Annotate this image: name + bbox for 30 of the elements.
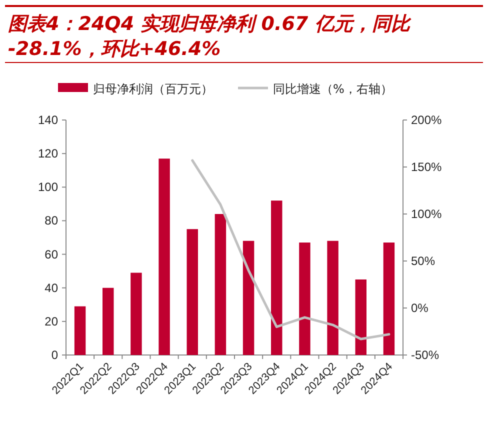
- y-tick-label: 60: [44, 247, 58, 262]
- y2-tick-label: 0%: [411, 301, 429, 315]
- legend-label: 同比增速（%，右轴）: [273, 82, 392, 96]
- y-tick-label: 80: [44, 214, 58, 228]
- y2-tick-label: 100%: [411, 207, 442, 221]
- bar: [383, 242, 395, 355]
- bar: [102, 288, 114, 355]
- y-tick-label: 140: [38, 113, 58, 127]
- bar: [186, 229, 198, 355]
- bar: [271, 200, 282, 355]
- y2-tick-label: 200%: [411, 113, 442, 127]
- bar: [214, 214, 226, 355]
- bar: [299, 242, 310, 355]
- y-tick-label: 0: [51, 348, 58, 362]
- bar: [74, 306, 86, 355]
- bar: [242, 240, 254, 355]
- y-tick-label: 40: [44, 280, 58, 295]
- y-tick-label: 20: [44, 314, 58, 328]
- chart-title: 图表4：24Q4 实现归母净利 0.67 亿元，同比-28.1%，环比+46.4%: [8, 13, 412, 60]
- legend-label: 归母净利润（百万元）: [93, 82, 213, 96]
- y2-tick-label: -50%: [411, 348, 440, 362]
- y-tick-label: 100: [38, 180, 58, 194]
- y2-tick-label: 50%: [411, 254, 436, 268]
- bar: [158, 158, 170, 355]
- y-tick-label: 120: [38, 146, 58, 161]
- line-series: [191, 159, 390, 340]
- y2-tick-label: 150%: [411, 160, 442, 174]
- bar: [355, 279, 366, 355]
- bar: [327, 240, 338, 355]
- bar: [130, 272, 142, 355]
